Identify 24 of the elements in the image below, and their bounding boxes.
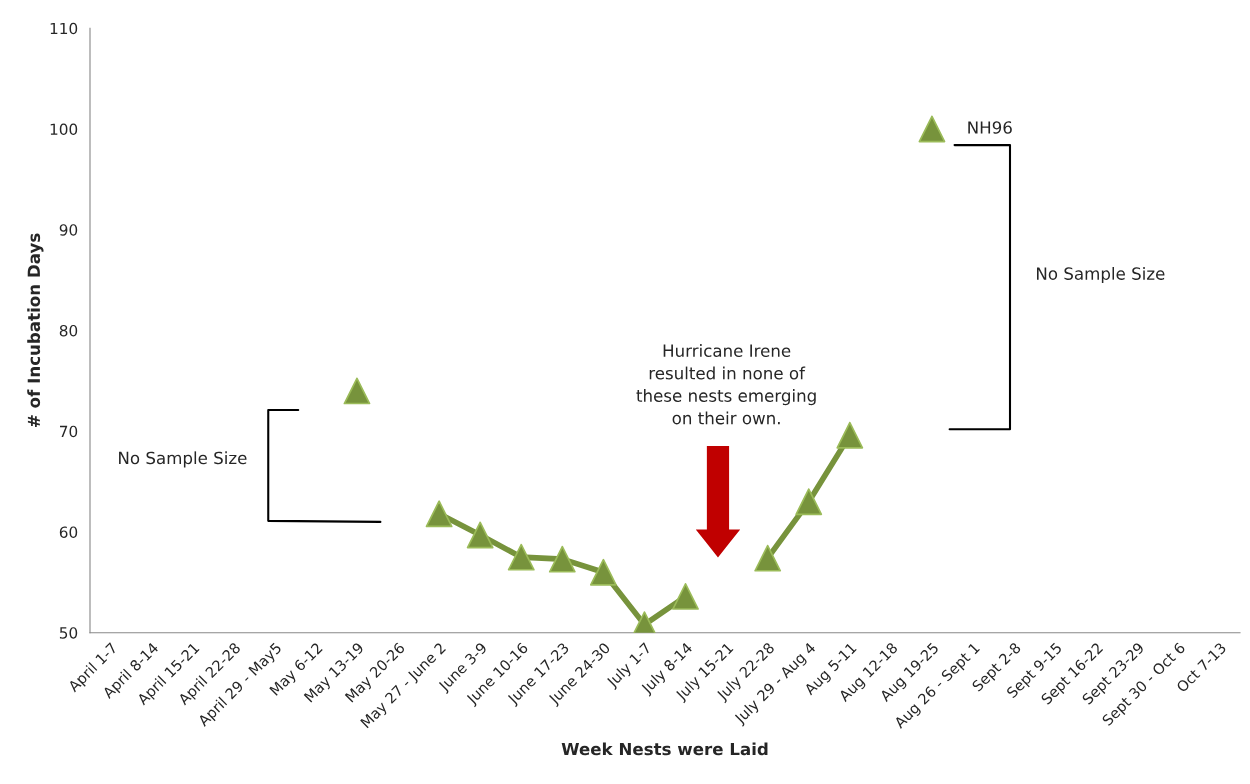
y-tick-label: 80	[59, 324, 78, 337]
point	[754, 544, 782, 572]
annotation: NH96	[968, 121, 1012, 134]
annotation: No Sample Size	[1037, 266, 1165, 284]
y-tick-label: 50	[59, 627, 78, 639]
point	[548, 545, 576, 573]
point	[425, 500, 453, 528]
point	[795, 488, 823, 516]
y-tick-label: 70	[60, 425, 78, 438]
point	[507, 543, 535, 571]
y-tick-label: 110	[50, 22, 78, 35]
y-tick-label: 100	[50, 123, 78, 135]
y-axis-title: # of Incubation Days	[27, 233, 44, 428]
annotation: Hurricane Irene resulted in none of these nests emerging on their own.	[636, 344, 816, 425]
y-tick-label: 90	[59, 224, 78, 236]
point	[918, 115, 946, 143]
point	[836, 421, 864, 449]
point	[589, 558, 617, 586]
point	[672, 582, 699, 610]
annotation: No Sample Size	[119, 451, 247, 468]
point	[466, 521, 494, 549]
point	[343, 377, 371, 405]
x-axis-title: Week Nests were Laid	[561, 742, 768, 756]
y-tick-label: 60	[59, 526, 78, 538]
